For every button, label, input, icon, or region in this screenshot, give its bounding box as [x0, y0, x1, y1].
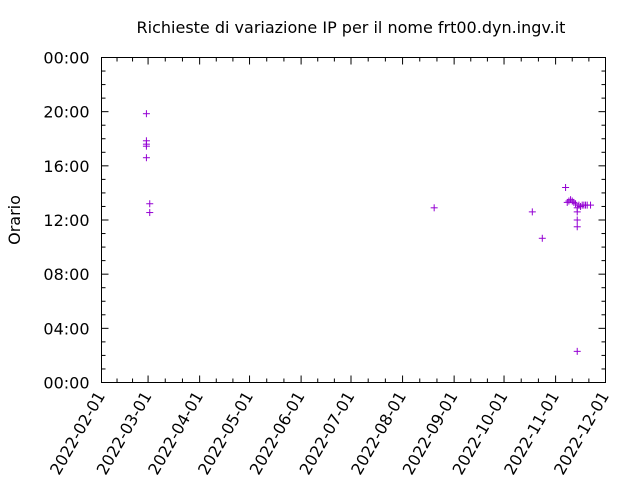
data-point	[573, 216, 581, 224]
y-tick-label: 20:00	[43, 103, 89, 122]
data-point	[142, 142, 150, 150]
data-point	[570, 198, 578, 206]
data-point	[562, 184, 570, 191]
data-point	[587, 201, 595, 209]
data-point	[573, 208, 581, 216]
data-point	[142, 154, 150, 162]
y-tick-label: 00:00	[43, 49, 89, 68]
data-point	[142, 110, 150, 118]
data-point	[430, 204, 438, 212]
data-point	[573, 347, 581, 355]
y-axis-label: Orario	[5, 195, 24, 245]
data-point	[528, 208, 536, 216]
y-tick-label: 12:00	[43, 211, 89, 230]
x-axis: 2022-02-012022-03-012022-04-012022-05-01…	[46, 57, 613, 478]
data-points	[142, 110, 595, 355]
data-point	[538, 234, 546, 242]
data-point	[146, 200, 154, 208]
data-point	[146, 209, 154, 217]
data-point	[573, 223, 581, 231]
chart-title: Richieste di variazione IP per il nome f…	[137, 18, 566, 37]
y-tick-label: 08:00	[43, 265, 89, 284]
y-tick-label: 04:00	[43, 319, 89, 338]
y-axis: 00:00 04:00 08:00 12:00 16:00 20:00 00:00	[43, 49, 606, 393]
y-tick-label: 00:00	[43, 374, 89, 393]
data-point	[577, 202, 585, 210]
y-tick-label: 16:00	[43, 157, 89, 176]
plot-frame	[101, 57, 606, 383]
data-point	[572, 200, 580, 208]
